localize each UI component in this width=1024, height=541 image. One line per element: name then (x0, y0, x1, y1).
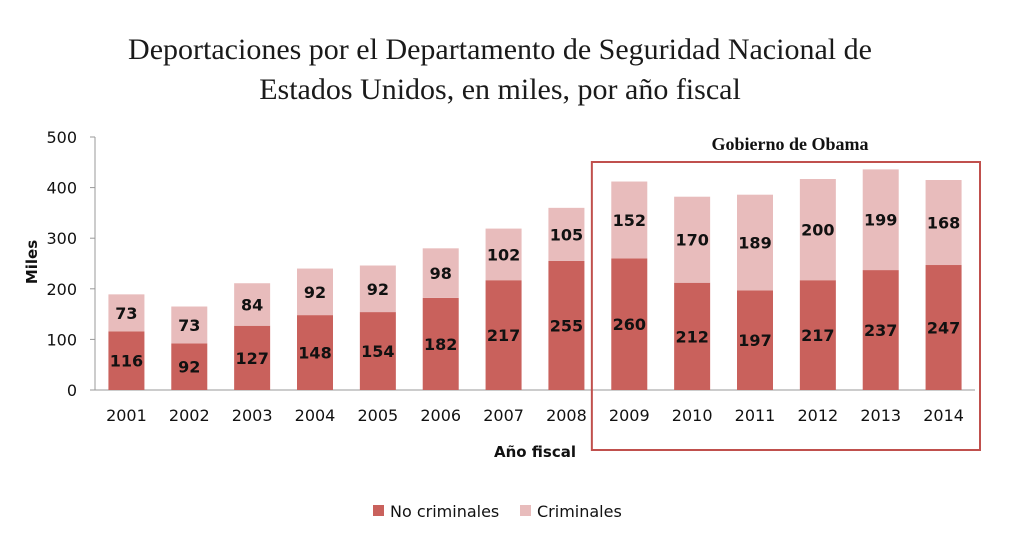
obama-highlight-box (590, 161, 981, 451)
bar-criminales (422, 248, 459, 298)
bar-no-criminales (171, 343, 208, 390)
x-tick-label: 2004 (295, 406, 336, 425)
legend: No criminales Criminales (373, 502, 622, 521)
x-tick-label: 2005 (357, 406, 398, 425)
y-tick-label: 200 (46, 280, 77, 299)
data-label-criminales: 200 (801, 221, 834, 240)
bar-no-criminales (737, 290, 773, 390)
x-tick-label: 2002 (169, 406, 210, 425)
bar-no-criminales (297, 315, 333, 390)
y-tick-label: 100 (46, 330, 77, 349)
bar-no-criminales (234, 325, 271, 390)
data-label-no-criminales: 247 (927, 319, 960, 338)
bar-criminales (737, 194, 773, 291)
x-tick-label: 2007 (483, 406, 524, 425)
data-label-no-criminales: 197 (738, 331, 771, 350)
data-label-no-criminales: 217 (801, 326, 834, 345)
data-label-criminales: 152 (613, 211, 646, 230)
data-label-no-criminales: 260 (613, 315, 646, 334)
x-tick-label: 2006 (420, 406, 461, 425)
data-label-criminales: 199 (864, 211, 897, 230)
y-tick-label: 400 (46, 179, 77, 198)
bar-no-criminales (799, 280, 836, 390)
bar-criminales (234, 283, 271, 326)
bar-no-criminales (548, 260, 585, 390)
data-label-criminales: 105 (550, 225, 583, 244)
bar-criminales (485, 228, 522, 281)
x-tick-label: 2013 (860, 406, 901, 425)
bar-criminales (611, 181, 648, 259)
bar-no-criminales (925, 265, 962, 390)
x-tick-label: 2001 (106, 406, 147, 425)
x-tick-label: 2012 (797, 406, 838, 425)
bar-no-criminales (611, 258, 648, 390)
bar-no-criminales (485, 280, 522, 390)
bar-criminales (108, 294, 145, 332)
x-tick-label: 2010 (672, 406, 713, 425)
data-label-no-criminales: 182 (424, 335, 457, 354)
x-tick-label: 2011 (735, 406, 776, 425)
data-label-criminales: 92 (367, 280, 389, 299)
chart-title-line2: Estados Unidos, en miles, por año fiscal (259, 73, 741, 106)
bar-criminales (799, 178, 836, 281)
data-label-no-criminales: 217 (487, 326, 520, 345)
bar-no-criminales (422, 297, 459, 390)
data-label-no-criminales: 127 (235, 349, 268, 368)
data-label-criminales: 168 (927, 214, 960, 233)
data-label-no-criminales: 212 (675, 327, 708, 346)
x-tick-label: 2009 (609, 406, 650, 425)
data-label-criminales: 102 (487, 245, 520, 264)
data-label-criminales: 189 (738, 234, 771, 253)
y-axis-label: Miles (23, 240, 41, 284)
legend-label-no-criminales: No criminales (390, 502, 499, 521)
bar-criminales (674, 196, 711, 283)
legend-swatch-no-criminales (373, 505, 384, 516)
bar-criminales (925, 180, 962, 266)
obama-annotation: Gobierno de Obama (711, 134, 868, 154)
x-tick-label: 2008 (546, 406, 587, 425)
data-label-criminales: 170 (675, 231, 708, 250)
data-label-criminales: 73 (115, 304, 137, 323)
data-label-no-criminales: 92 (178, 358, 200, 377)
data-label-criminales: 73 (178, 316, 200, 335)
data-label-no-criminales: 237 (864, 321, 897, 340)
data-label-criminales: 98 (430, 264, 452, 283)
bar-criminales (171, 306, 208, 344)
bar-criminales (548, 207, 585, 261)
y-tick-label: 0 (67, 381, 77, 400)
x-axis-label: Año fiscal (494, 443, 576, 461)
data-label-criminales: 92 (304, 283, 326, 302)
data-label-no-criminales: 154 (361, 342, 394, 361)
data-label-no-criminales: 148 (298, 344, 331, 363)
data-label-no-criminales: 255 (550, 316, 583, 335)
bar-no-criminales (108, 331, 145, 390)
bar-criminales (297, 268, 333, 316)
chart-title-line1: Deportaciones por el Departamento de Seg… (128, 33, 872, 66)
data-label-no-criminales: 116 (110, 352, 143, 371)
bar-no-criminales (862, 270, 899, 390)
bar-criminales (359, 265, 396, 313)
bar-no-criminales (674, 282, 711, 390)
data-label-criminales: 84 (241, 295, 263, 314)
legend-label-criminales: Criminales (537, 502, 622, 521)
bar-criminales (862, 169, 899, 271)
legend-swatch-criminales (520, 505, 531, 516)
x-tick-label: 2014 (923, 406, 964, 425)
bar-no-criminales (359, 312, 396, 390)
y-tick-label: 300 (46, 229, 77, 248)
x-tick-label: 2003 (232, 406, 273, 425)
y-tick-label: 500 (46, 128, 77, 147)
